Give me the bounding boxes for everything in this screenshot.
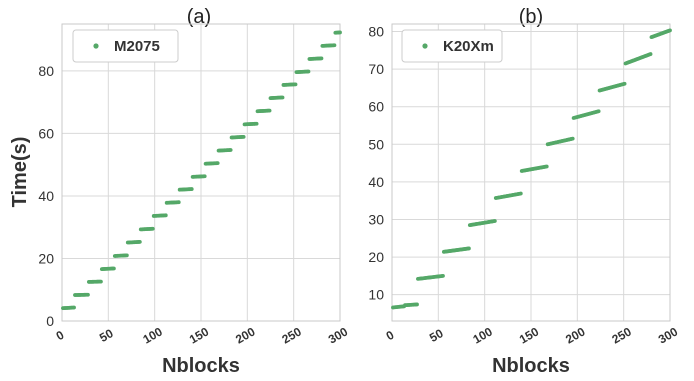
ytick-label: 0 xyxy=(46,313,54,329)
panel-a: (a) 0 20 40 60 80 0 50 100 150 200 250 300 Time(s)… xyxy=(9,6,350,377)
panel-b-grid xyxy=(391,24,671,321)
panel-b-yticks: 10 20 30 40 50 60 70 80 xyxy=(368,24,384,303)
ytick-label: 60 xyxy=(38,125,54,141)
ytick-label: 10 xyxy=(368,287,384,303)
panel-b-legend-label: K20Xm xyxy=(443,38,494,55)
data-point xyxy=(570,136,575,141)
data-point xyxy=(596,109,601,114)
data-point xyxy=(111,266,116,271)
data-point xyxy=(137,240,142,244)
data-point xyxy=(280,95,285,100)
data-point xyxy=(99,279,103,284)
data-point xyxy=(241,134,246,139)
data-point xyxy=(648,52,653,56)
panel-b-legend-marker xyxy=(422,43,428,49)
data-point xyxy=(306,69,311,74)
panel-a-xlabel: Nblocks xyxy=(162,355,240,377)
data-point xyxy=(293,82,298,87)
data-point xyxy=(441,273,445,278)
panel-b-title: (b) xyxy=(519,6,543,28)
data-point xyxy=(228,148,233,152)
panel-a-points xyxy=(61,30,342,311)
ytick-label: 40 xyxy=(38,188,54,204)
data-point xyxy=(544,164,549,169)
ytick-label: 40 xyxy=(368,174,384,190)
ytick-label: 20 xyxy=(38,250,54,266)
xtick-label: 150 xyxy=(517,324,542,346)
data-point xyxy=(189,187,194,191)
panel-a-legend: M2075 xyxy=(72,29,179,63)
data-point xyxy=(86,292,90,297)
data-point xyxy=(267,108,272,113)
panel-b-xlabel: Nblocks xyxy=(492,355,570,377)
ytick-label: 70 xyxy=(368,61,384,77)
xtick-label: 250 xyxy=(609,324,634,346)
xtick-label: 0 xyxy=(54,328,67,344)
panel-a-legend-box xyxy=(72,29,179,63)
data-point xyxy=(72,305,76,310)
ytick-label: 20 xyxy=(368,249,384,265)
xtick-label: 200 xyxy=(563,324,588,346)
xtick-label: 0 xyxy=(384,328,397,344)
data-point xyxy=(332,43,337,48)
xtick-label: 300 xyxy=(656,324,681,346)
panel-a-grid xyxy=(61,24,341,322)
data-point xyxy=(150,226,155,231)
data-point xyxy=(163,213,168,218)
panel-b-legend-box xyxy=(401,29,503,63)
ytick-label: 30 xyxy=(368,211,384,227)
xtick-label: 50 xyxy=(97,326,116,345)
ytick-label: 80 xyxy=(368,24,384,40)
panel-a-legend-label: M2075 xyxy=(114,38,160,55)
data-point xyxy=(668,28,672,33)
panel-b-legend: K20Xm xyxy=(401,29,503,63)
data-point xyxy=(319,56,324,61)
panel-a-xticks: 0 50 100 150 200 250 300 xyxy=(54,324,351,346)
xtick-label: 100 xyxy=(140,324,165,346)
data-point xyxy=(338,30,342,35)
data-point xyxy=(415,302,419,307)
panel-a-title: (a) xyxy=(187,6,211,28)
xtick-label: 100 xyxy=(470,324,495,346)
panel-b-points xyxy=(391,28,672,310)
panel-a-yticks: 0 20 40 60 80 xyxy=(38,63,54,329)
data-point xyxy=(215,161,220,166)
xtick-label: 300 xyxy=(326,324,351,346)
data-point xyxy=(467,246,471,251)
data-point xyxy=(254,121,259,126)
panel-a-frame xyxy=(61,23,341,322)
data-point xyxy=(202,174,207,179)
panel-a-legend-marker xyxy=(93,43,99,49)
ytick-label: 60 xyxy=(368,99,384,115)
panel-a-ylabel: Time(s) xyxy=(9,137,31,208)
data-point xyxy=(124,253,129,258)
ytick-label: 50 xyxy=(368,136,384,152)
data-point xyxy=(492,219,497,223)
xtick-label: 150 xyxy=(187,324,212,346)
data-point xyxy=(518,191,523,196)
panel-b-xticks: 0 50 100 150 200 250 300 xyxy=(384,324,681,346)
panel-b-frame xyxy=(391,23,671,322)
data-point xyxy=(176,200,181,205)
xtick-label: 250 xyxy=(279,324,304,346)
data-point xyxy=(622,81,627,86)
xtick-label: 200 xyxy=(233,324,258,346)
xtick-label: 50 xyxy=(427,326,446,345)
ytick-label: 80 xyxy=(38,63,54,79)
